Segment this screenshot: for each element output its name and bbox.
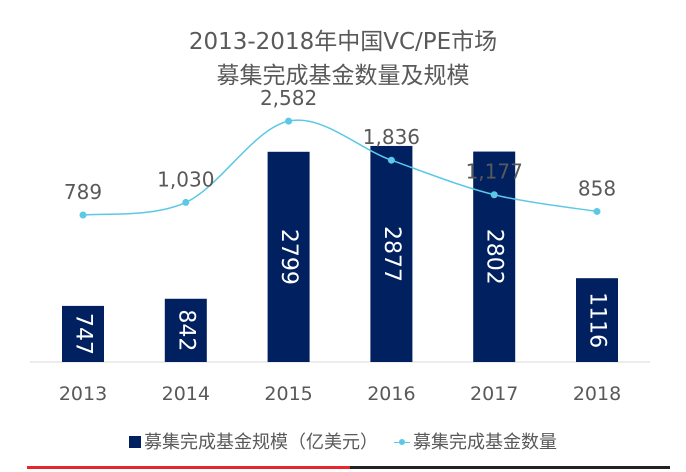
chart-title-line2: 募集完成基金数量及规模 — [216, 63, 470, 89]
x-tick-label: 2016 — [367, 383, 415, 405]
line-data-label: 789 — [64, 180, 102, 204]
bar-data-label: 2877 — [379, 226, 404, 282]
line-data-label: 1,836 — [363, 125, 420, 149]
legend-line-swatch — [394, 436, 410, 448]
line-point — [182, 198, 190, 206]
footer-red-line — [27, 466, 350, 469]
legend: 募集完成基金规模（亿美元） 募集完成基金数量 — [0, 428, 686, 454]
line-data-label: 1,177 — [466, 160, 523, 184]
footer-dark-line — [350, 466, 670, 469]
x-tick-label: 2017 — [470, 383, 518, 405]
line-point — [285, 117, 293, 125]
bar — [164, 298, 207, 362]
line-point — [593, 207, 601, 215]
line-point — [387, 156, 395, 164]
bar-data-label: 747 — [71, 313, 96, 355]
line-point — [490, 191, 498, 199]
line-data-label: 1,030 — [157, 167, 214, 191]
x-tick-label: 2018 — [573, 383, 621, 405]
bar-data-label: 2799 — [276, 229, 301, 285]
line-point — [79, 211, 87, 219]
line-data-label: 2,582 — [260, 86, 317, 110]
bar — [370, 145, 413, 362]
chart-title-line1: 2013-2018年中国VC/PE市场 — [188, 29, 498, 55]
bar — [576, 278, 618, 362]
bar — [473, 151, 516, 362]
x-tick-label: 2014 — [162, 383, 210, 405]
bar — [62, 305, 104, 362]
legend-line-label: 募集完成基金数量 — [413, 432, 557, 453]
x-tick-label: 2015 — [264, 383, 312, 405]
bar-data-label: 2802 — [482, 229, 507, 285]
legend-bar-swatch — [129, 436, 141, 448]
bar-data-label: 1116 — [585, 292, 610, 348]
x-tick-label: 2013 — [59, 383, 107, 405]
bar-data-label: 842 — [173, 309, 198, 351]
line-data-label: 858 — [578, 176, 616, 200]
bar — [267, 151, 310, 362]
legend-bar-label: 募集完成基金规模（亿美元） — [144, 432, 378, 453]
count-line — [82, 119, 598, 216]
